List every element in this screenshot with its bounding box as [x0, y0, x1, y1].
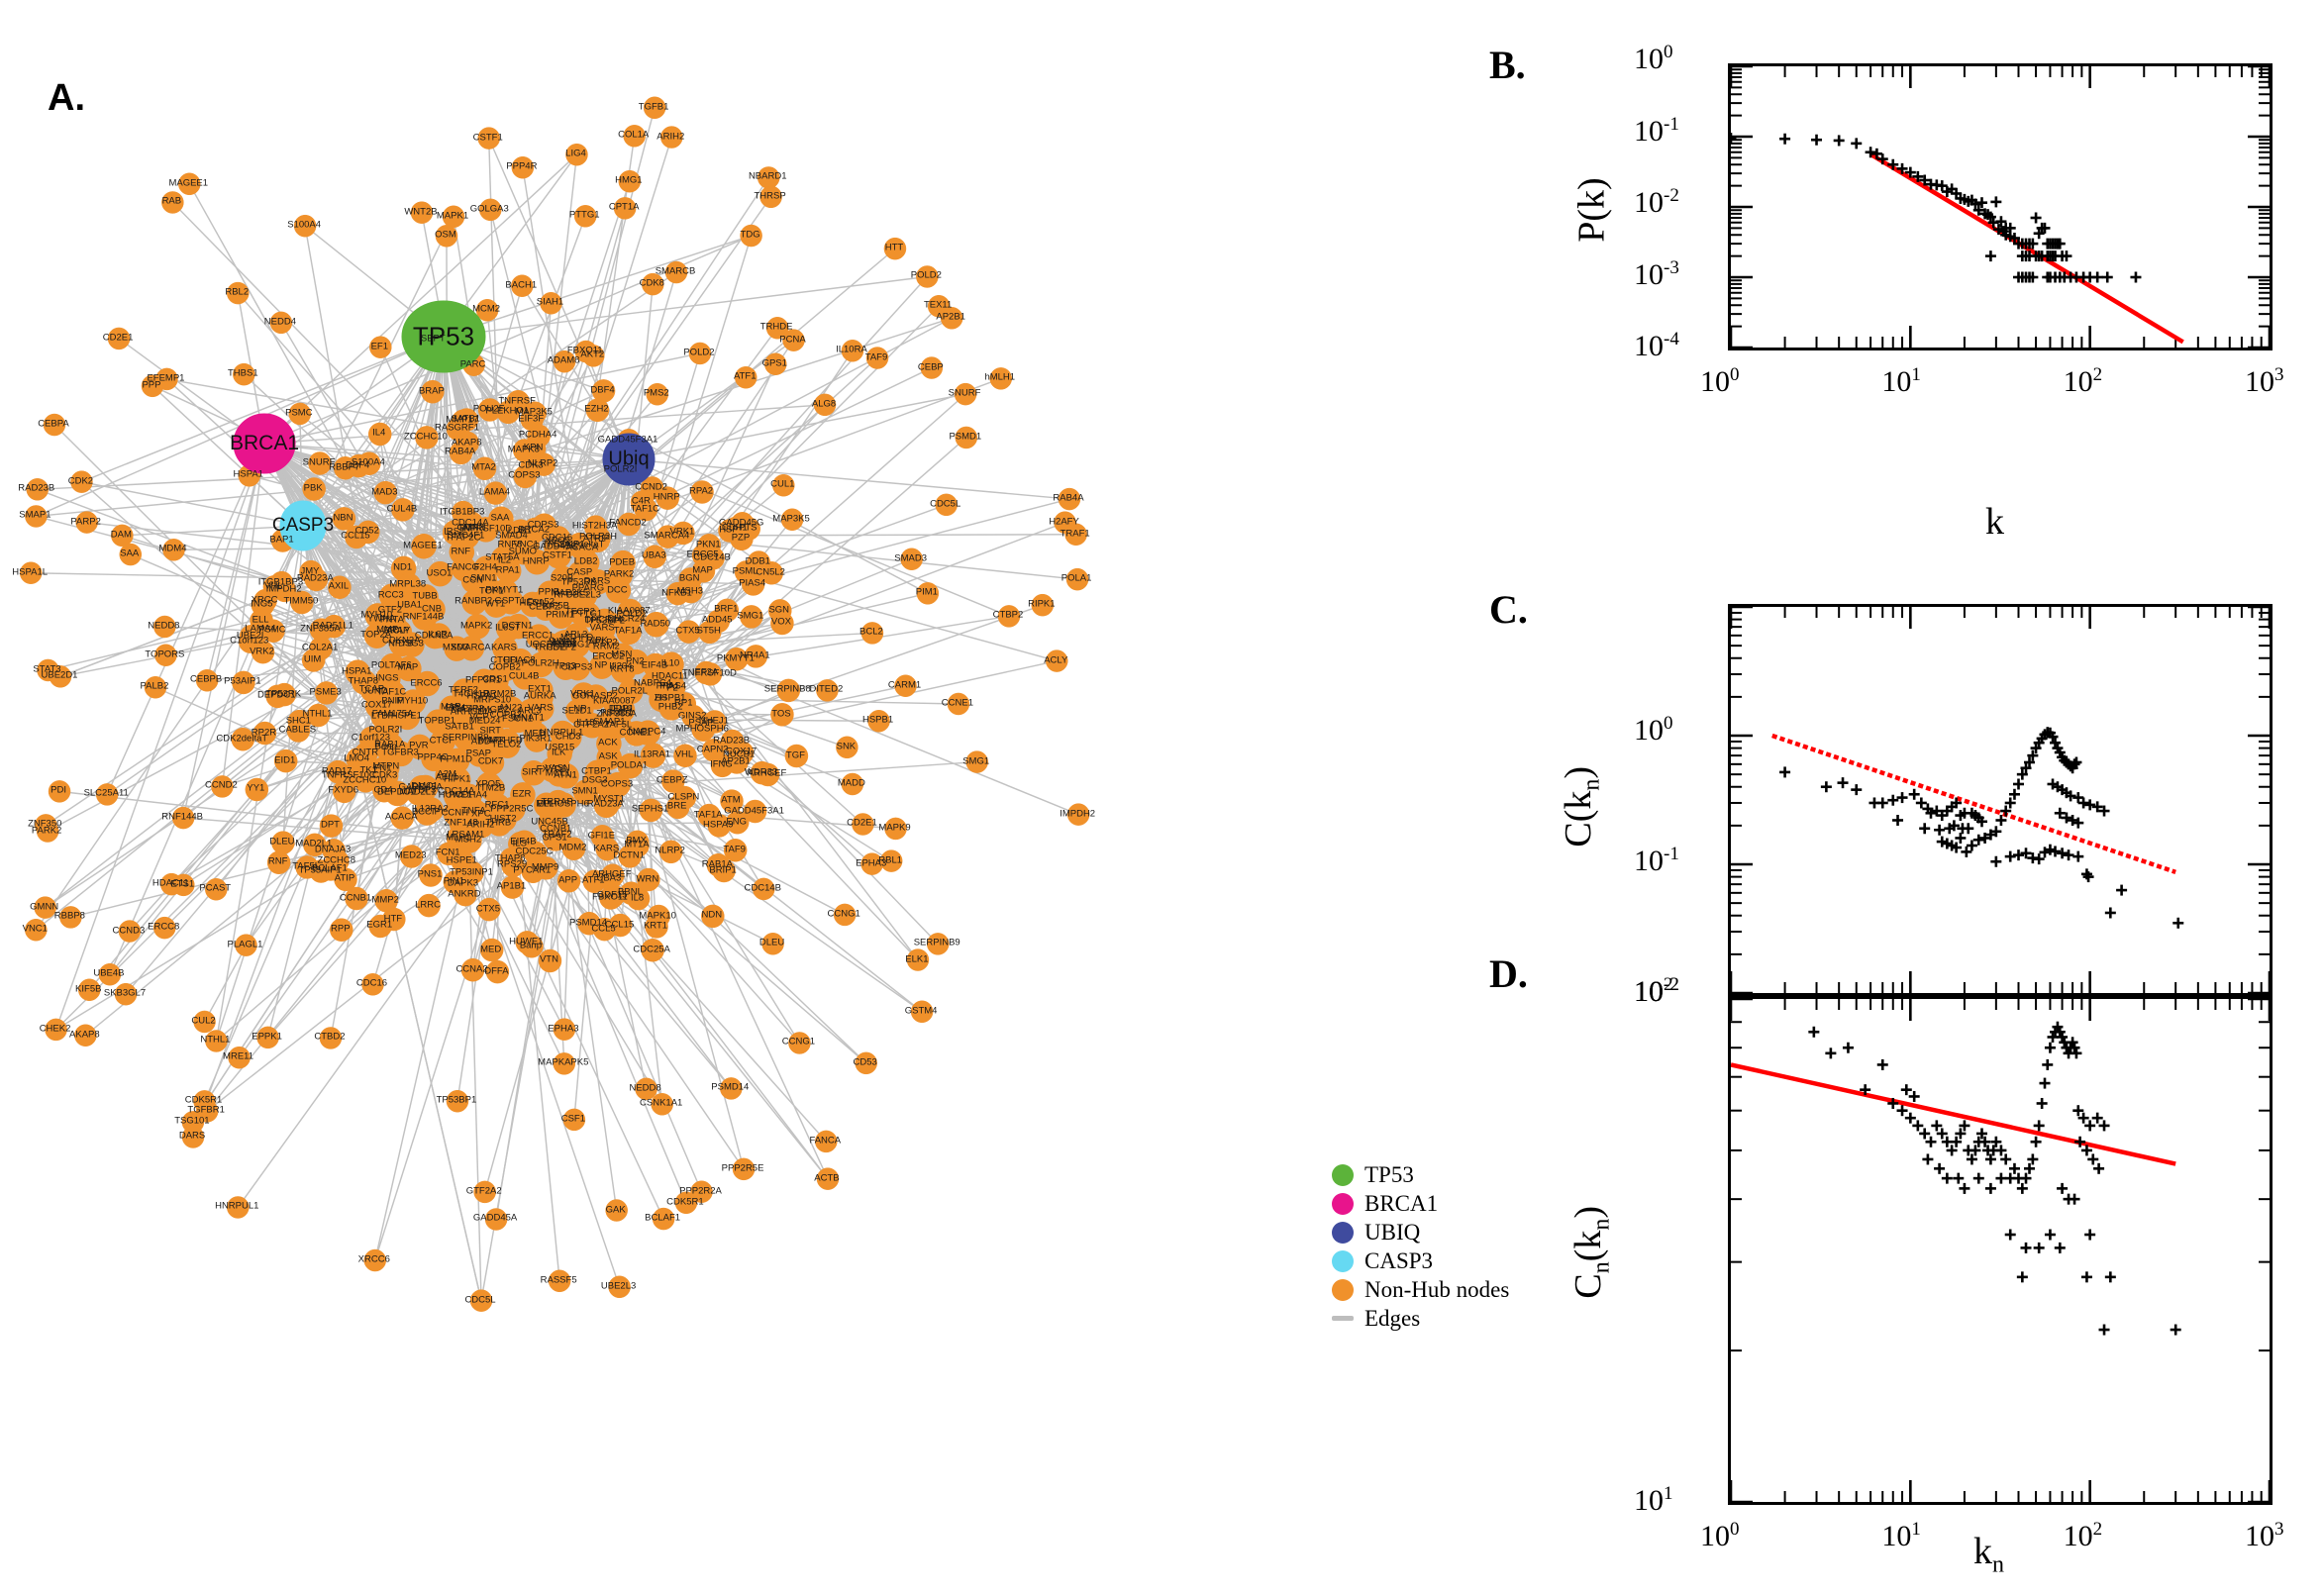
plot-c-canvas [1731, 607, 2270, 993]
plot-b-xtick: 101 [1881, 364, 1921, 398]
plot-d-box [1728, 996, 2272, 1505]
plot-c-ytick: 10-1 [1634, 844, 1679, 877]
legend-item-tp53: TP53 [1332, 1160, 1520, 1189]
panel-d-letter: D. [1489, 951, 1528, 996]
legend-item-brca1: BRCA1 [1332, 1189, 1520, 1218]
panel-c-letter: C. [1489, 587, 1528, 632]
hub-label-casp3: CASP3 [271, 515, 335, 536]
plot-d-xtick: 102 [2063, 1519, 2103, 1552]
plot-d-xlabel: kn [1973, 1531, 2004, 1578]
plot-b-ytick: 100 [1634, 42, 1673, 75]
hub-label-tp53: TP53 [412, 321, 475, 351]
legend-label: Non-Hub nodes [1364, 1276, 1510, 1302]
plot-b-xtick: 103 [2245, 364, 2284, 398]
legend-item-non-hub-nodes: Non-Hub nodes [1332, 1275, 1520, 1304]
plot-b-ylabel: P(k) [1570, 177, 1613, 243]
legend-dot-icon [1332, 1221, 1354, 1244]
hub-label-ubiq: Ubiq [608, 448, 650, 470]
plot-b-box [1728, 63, 2272, 350]
legend-item-ubiq: UBIQ [1332, 1218, 1520, 1247]
legend-label: UBIQ [1364, 1219, 1421, 1245]
plot-c-ylabel: C(kn) [1558, 765, 1605, 848]
plot-d-xtick: 103 [2245, 1519, 2284, 1552]
plot-c-ytick: 100 [1634, 713, 1673, 747]
plot-d-canvas [1731, 999, 2270, 1502]
plot-b-ytick: 10-1 [1634, 113, 1679, 148]
legend-item-edges: Edges [1332, 1304, 1520, 1333]
plot-b-xtick: 102 [2063, 364, 2103, 398]
plot-d-ylabel: Cn(kn) [1567, 1205, 1615, 1299]
panel-a-letter: A. [48, 77, 85, 119]
hub-label-brca1: BRCA1 [229, 432, 300, 454]
legend-label: TP53 [1364, 1161, 1414, 1187]
panel-b-letter: B. [1489, 43, 1526, 87]
legend-label: BRCA1 [1364, 1190, 1439, 1216]
legend-dot-icon [1332, 1192, 1354, 1215]
legend-line-icon [1332, 1316, 1354, 1321]
plot-d-xtick: 101 [1881, 1519, 1921, 1552]
plot-d-xtick: 100 [1700, 1519, 1740, 1552]
legend-dot-icon [1332, 1249, 1354, 1272]
plot-d-ytick: 101 [1634, 1483, 1673, 1517]
legend-label: CASP3 [1364, 1247, 1434, 1273]
plot-d-top-ytick: 10-2 [1634, 974, 1679, 1008]
plot-c-ytick: 10-2 [1634, 974, 1679, 1008]
legend-item-casp3: CASP3 [1332, 1247, 1520, 1275]
network-graph [19, 96, 1090, 1312]
legend-dot-icon [1332, 1163, 1354, 1186]
plot-b-ytick: 10-4 [1634, 329, 1679, 362]
legend: TP53 BRCA1 UBIQ CASP3 Non-Hub nodes Edges [1332, 1160, 1520, 1333]
legend-label: Edges [1364, 1305, 1421, 1331]
plot-b-ytick: 10-2 [1634, 185, 1679, 219]
legend-dot-icon [1332, 1278, 1354, 1301]
panel-a-network: A. ARL3 TAF5L Banp SAA ALG8 MAGEE1 CDC14A DHCR2… [12, 77, 1095, 1312]
plot-d-ytick: 102 [1634, 974, 1673, 1008]
plot-b-xtick: 100 [1700, 364, 1740, 398]
plot-c-box [1728, 604, 2272, 996]
plot-b-xlabel: k [1985, 501, 2004, 543]
plot-b-canvas [1731, 66, 2270, 348]
plot-b-ytick: 10-3 [1634, 256, 1679, 291]
